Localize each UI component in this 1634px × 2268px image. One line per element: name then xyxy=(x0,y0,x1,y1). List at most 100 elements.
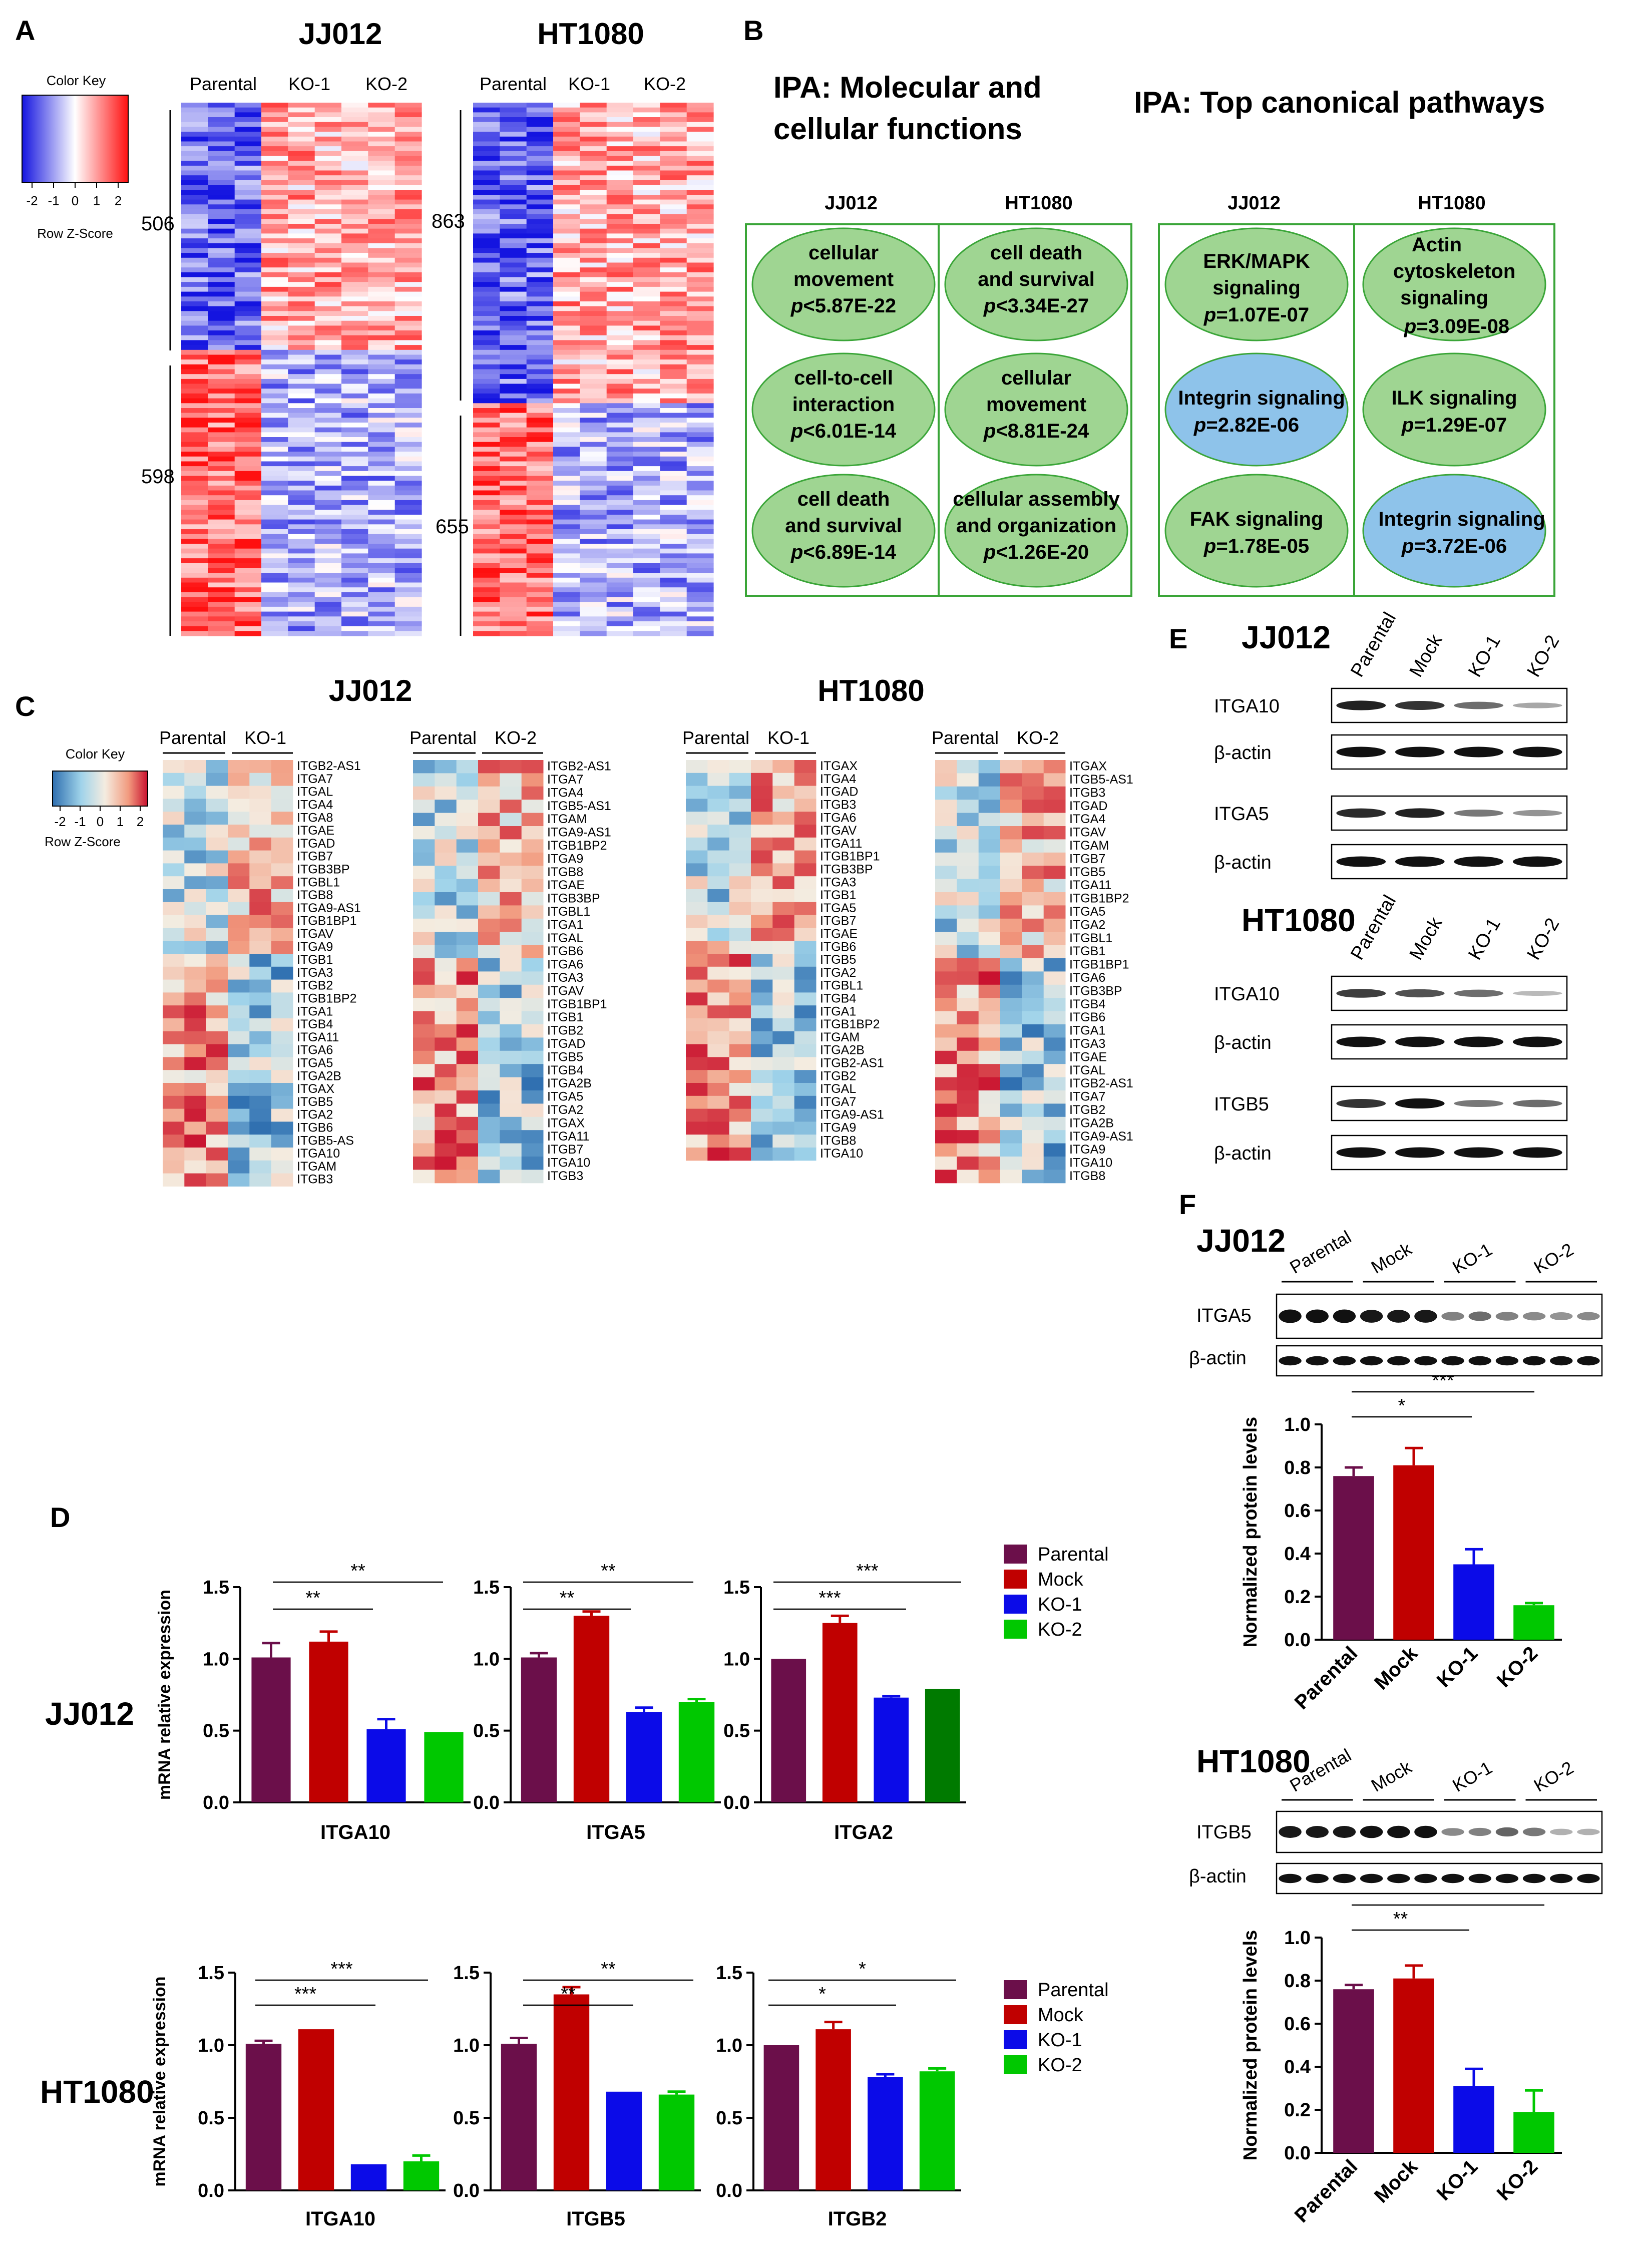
heatmap-cell xyxy=(633,364,660,370)
heatmap-cell xyxy=(1022,1103,1044,1117)
heatmap-cell xyxy=(633,534,660,539)
heatmap-cell xyxy=(686,452,714,457)
heatmap-cell xyxy=(341,534,368,539)
heatmap-cell xyxy=(314,534,342,539)
heatmap-cell xyxy=(660,340,687,345)
heatmap-cell xyxy=(288,282,315,287)
heatmap-cell xyxy=(580,510,607,515)
heatmap-cell xyxy=(686,209,714,215)
heatmap-cell xyxy=(181,141,208,147)
heatmap-cell xyxy=(288,286,315,292)
heatmap-cell xyxy=(707,1121,730,1135)
hm-a1-col-ko1: KO-1 xyxy=(288,74,330,94)
ipa-r1b-l3: signaling xyxy=(1400,287,1488,309)
heatmap-cell xyxy=(394,335,422,340)
heatmap-cell xyxy=(234,602,262,607)
heatmap-cell xyxy=(249,1135,272,1148)
heatmap-cell xyxy=(394,456,422,462)
heatmap-cell xyxy=(261,553,288,559)
heatmap-cell xyxy=(1043,958,1066,972)
heatmap-cell xyxy=(660,141,687,147)
heatmap-cell xyxy=(580,602,607,607)
heatmap-cell xyxy=(553,320,580,326)
heatmap-cell xyxy=(553,359,580,365)
heatmap-cell xyxy=(500,602,527,607)
heatmap-cell xyxy=(413,918,435,932)
heatmap-cell xyxy=(1000,852,1022,866)
heatmap-cell xyxy=(181,544,208,549)
heatmap-cell xyxy=(580,442,607,447)
heatmap-cell xyxy=(580,180,607,186)
heatmap-cell xyxy=(368,107,395,113)
heatmap-cell xyxy=(271,786,293,799)
heatmap-cell xyxy=(288,233,315,239)
heatmap-cell xyxy=(521,879,544,893)
heatmap-cell xyxy=(1043,879,1066,893)
heatmap-cell xyxy=(553,592,580,598)
bar-mock xyxy=(815,2029,851,2190)
heatmap-cell xyxy=(314,199,342,205)
heatmap-cell xyxy=(314,626,342,631)
heatmap-cell xyxy=(473,320,500,326)
x-category-label: Parental xyxy=(1291,1642,1362,1714)
heatmap-cell xyxy=(957,1143,979,1157)
ipa-left-p: p xyxy=(790,420,803,442)
heatmap-cell xyxy=(288,180,315,186)
heatmap-cell xyxy=(208,413,235,418)
heatmap-cell xyxy=(686,1031,708,1045)
heatmap-cell xyxy=(394,301,422,307)
heatmap-cell xyxy=(660,277,687,282)
heatmap-cell xyxy=(580,199,607,205)
heatmap-cell xyxy=(633,345,660,350)
heatmap-cell xyxy=(435,1157,457,1170)
heatmap-cell xyxy=(526,296,554,302)
heatmap-cell xyxy=(413,892,435,906)
heatmap-cell xyxy=(580,505,607,510)
heatmap-cell xyxy=(261,267,288,273)
heatmap-cell xyxy=(314,233,342,239)
heatmap-cell xyxy=(1000,839,1022,853)
heatmap-cell xyxy=(957,1116,979,1130)
color-key-a: Color Key -2 -1 0 1 2 Row Z-Score xyxy=(22,73,129,241)
heatmap-cell xyxy=(181,568,208,573)
heatmap-cell xyxy=(234,544,262,549)
heatmap-cell xyxy=(553,485,580,491)
heatmap-cell xyxy=(500,306,527,311)
ipa-left-col-ht1080: HT1080 xyxy=(1005,193,1072,214)
heatmap-cell xyxy=(228,863,250,877)
heatmap-cell xyxy=(473,141,500,147)
hm-c-gene-label: ITGB5 xyxy=(820,953,856,967)
heatmap-cell xyxy=(473,136,500,142)
heatmap-cell xyxy=(580,228,607,234)
hm-c-gene-label: ITGB3BP xyxy=(1069,984,1122,998)
heatmap-cell xyxy=(163,979,185,993)
heatmap-cell xyxy=(473,345,500,350)
heatmap-cell xyxy=(234,103,262,108)
heatmap-cell xyxy=(606,476,634,481)
blot-band xyxy=(1522,1827,1546,1836)
heatmap-cell xyxy=(553,248,580,253)
blot-band xyxy=(1333,1826,1356,1838)
heatmap-cell xyxy=(208,175,235,181)
heatmap-cell xyxy=(181,592,208,598)
hm-c-gene-label: ITGA5 xyxy=(820,901,856,915)
heatmap-cell xyxy=(526,170,554,176)
bar-chart-itgb2-ht1080: 0.00.51.01.5**ITGB2 xyxy=(716,1959,961,2230)
heatmap-cell xyxy=(580,529,607,535)
heatmap-cell xyxy=(288,592,315,598)
bar-ko-1 xyxy=(1453,2086,1494,2153)
heatmap-cell xyxy=(368,452,395,457)
heatmap-cell xyxy=(553,165,580,171)
color-key-c: Color Key -2 -1 0 1 2 Row Z-Score xyxy=(45,746,148,849)
heatmap-cell xyxy=(1022,932,1044,946)
heatmap-cell xyxy=(500,563,527,569)
heatmap-cell xyxy=(314,248,342,253)
heatmap-cell xyxy=(1022,813,1044,827)
heatmap-cell xyxy=(478,1037,500,1051)
heatmap-cell xyxy=(633,132,660,137)
heatmap-cell xyxy=(526,519,554,525)
heatmap-cell xyxy=(1022,1170,1044,1184)
heatmap-cell xyxy=(633,437,660,443)
heatmap-cell xyxy=(660,495,687,501)
